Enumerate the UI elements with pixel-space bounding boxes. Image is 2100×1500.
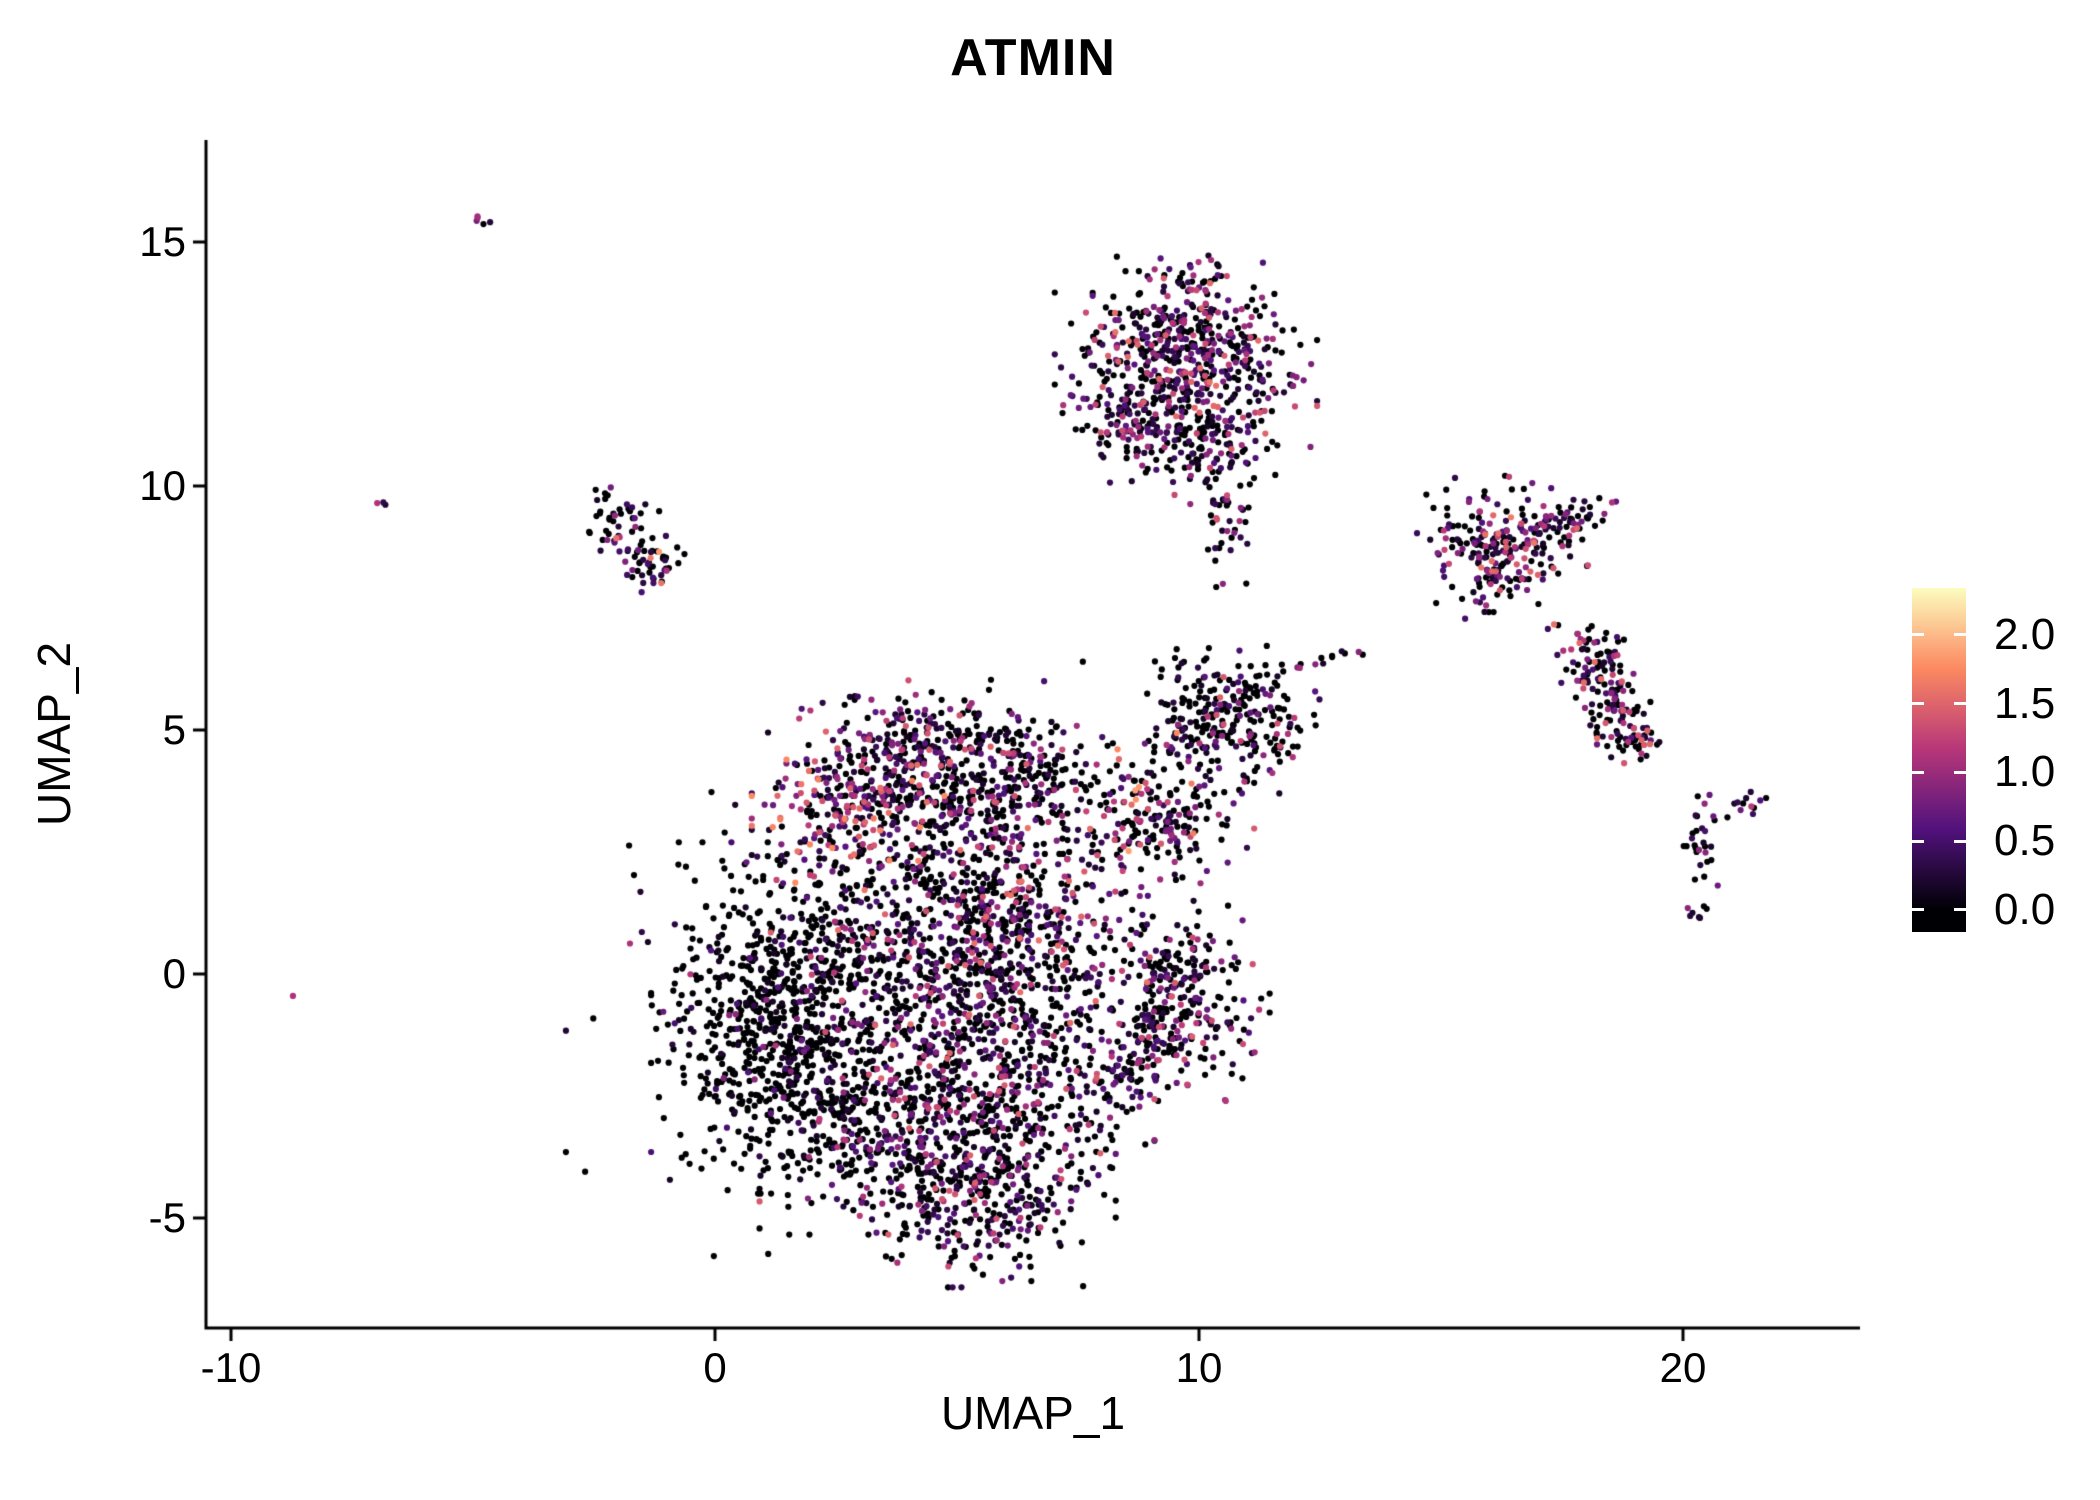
colorbar-tick-mark bbox=[1954, 839, 1966, 843]
y-tick-label: 0 bbox=[162, 950, 186, 997]
y-tick-label: -5 bbox=[148, 1194, 186, 1241]
colorbar-tick-mark bbox=[1912, 633, 1924, 637]
colorbar-tick-mark bbox=[1954, 770, 1966, 774]
x-tick-label: 0 bbox=[703, 1344, 727, 1391]
x-tick-label: 10 bbox=[1175, 1344, 1223, 1391]
colorbar-tick-mark bbox=[1954, 633, 1966, 637]
colorbar-tick-label: 0.0 bbox=[1994, 884, 2056, 934]
colorbar-tick-mark bbox=[1912, 839, 1924, 843]
y-tick-label: 5 bbox=[162, 706, 186, 753]
y-tick-label: 10 bbox=[139, 462, 186, 509]
colorbar-tick-label: 2.0 bbox=[1994, 609, 2056, 659]
expression-colorbar bbox=[1912, 588, 1966, 932]
colorbar-tick-mark bbox=[1912, 770, 1924, 774]
plot-title: ATMIN bbox=[950, 29, 1116, 87]
colorbar-tick-label: 1.5 bbox=[1994, 678, 2056, 728]
colorbar-tick-label: 1.0 bbox=[1994, 747, 2056, 797]
x-tick-label: 20 bbox=[1659, 1344, 1707, 1391]
colorbar-tick-mark bbox=[1912, 702, 1924, 706]
x-axis-label: UMAP_1 bbox=[940, 1387, 1126, 1439]
colorbar-tick-mark bbox=[1912, 908, 1924, 912]
colorbar-gradient bbox=[1912, 588, 1966, 932]
colorbar-tick-label: 0.5 bbox=[1994, 816, 2056, 866]
x-tick-label: -10 bbox=[200, 1344, 262, 1391]
colorbar-tick-mark bbox=[1954, 908, 1966, 912]
colorbar-tick-mark bbox=[1954, 702, 1966, 706]
y-tick-label: 15 bbox=[139, 218, 186, 265]
